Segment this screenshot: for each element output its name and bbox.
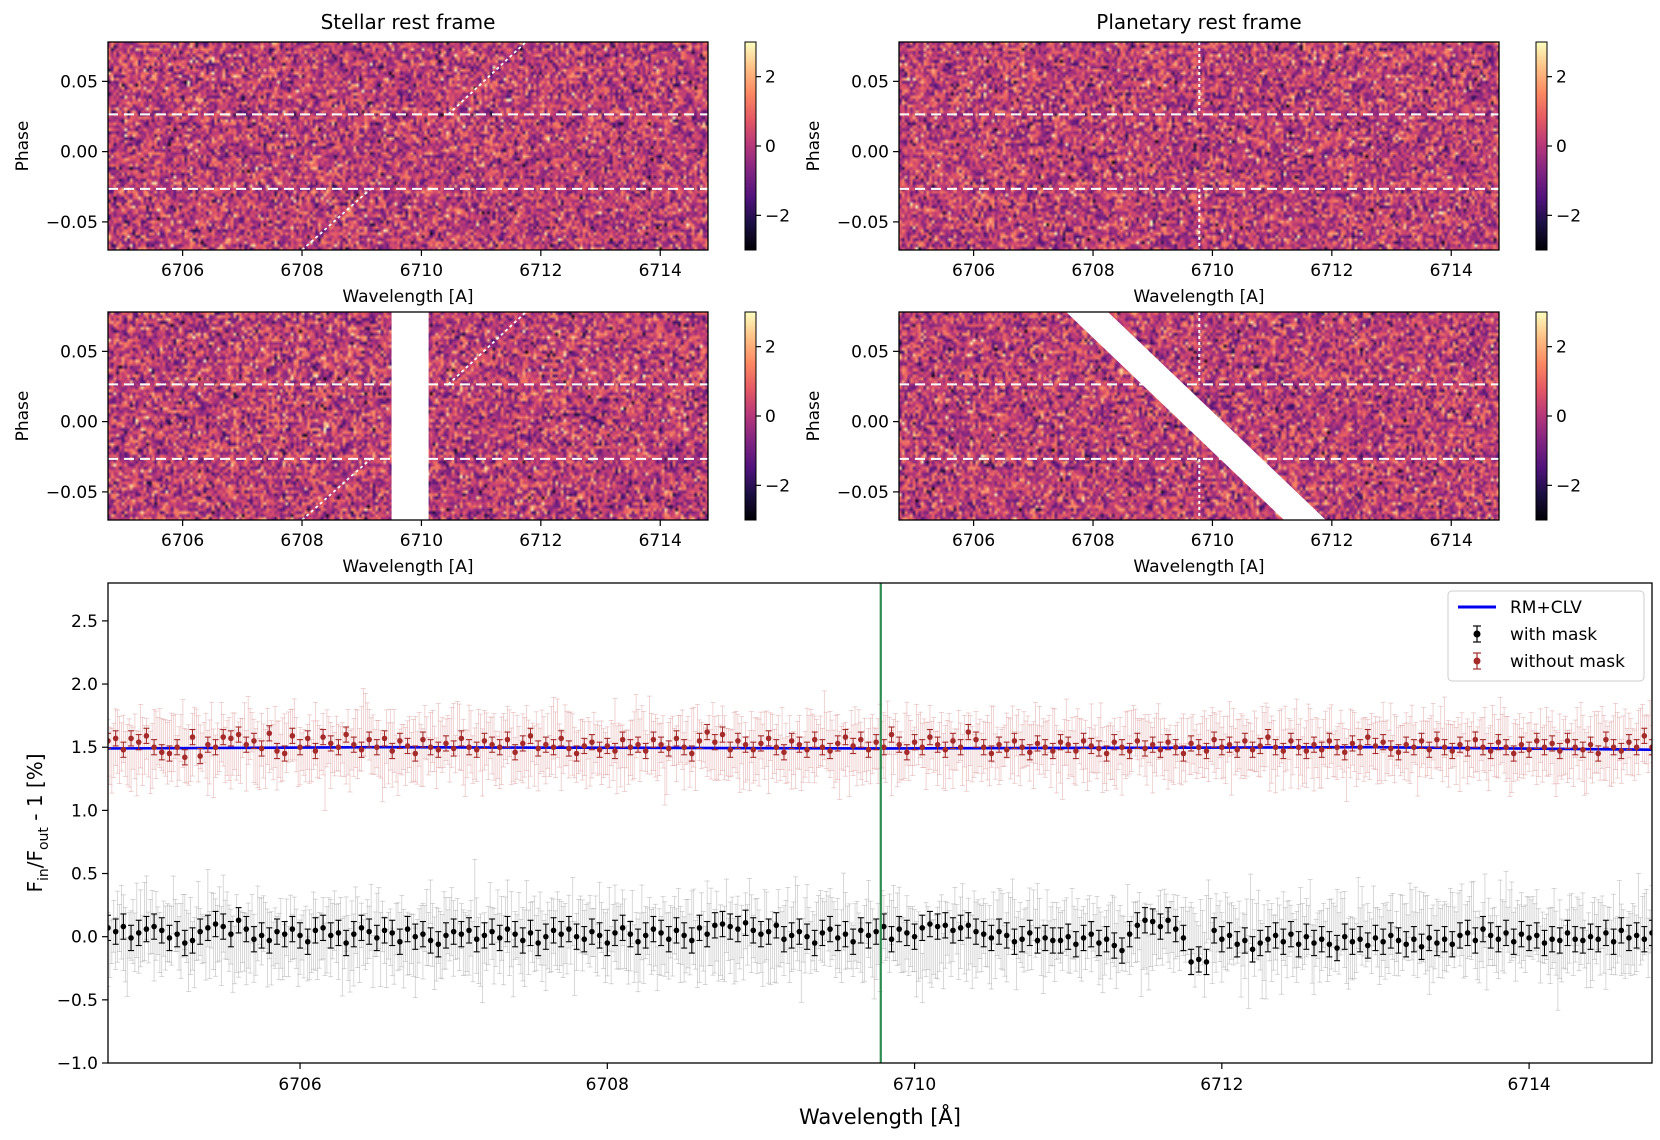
colorbar: 2 0 −2	[744, 41, 790, 251]
colorbar-tick-label: 0	[1556, 407, 1567, 427]
x-tick-label: 6708	[280, 261, 323, 281]
x-tick-label: 6714	[1430, 531, 1473, 551]
colorbar-tick-label: −2	[1556, 476, 1581, 496]
colorbar-gradient	[1535, 41, 1548, 251]
x-tick-label: 6706	[161, 531, 204, 551]
x-tick-label: 6712	[1310, 261, 1353, 281]
y-tick-label: 0.00	[60, 143, 98, 163]
colorbar-tick-label: 2	[1556, 338, 1567, 358]
y-tick-label: 0.00	[851, 143, 889, 163]
panel-title: Stellar rest frame	[321, 10, 496, 34]
y-axis-label: Phase	[804, 121, 824, 172]
plot-frame	[898, 41, 1500, 251]
plot-frame	[107, 311, 709, 521]
colorbar-tick-label: −2	[765, 476, 790, 496]
x-tick-label: 6706	[161, 261, 204, 281]
y-tick-label: 0.05	[851, 72, 889, 92]
heatmap-panel-stellar-rest-frame: Stellar rest frame 6706 6708 6710 6712 6714 …	[13, 10, 790, 307]
x-tick-label: 6710	[1191, 261, 1234, 281]
x-tick-label: 6706	[952, 261, 995, 281]
heatmap-panel-stellar-masked: 6706 6708 6710 6712 6714 0.05 0.00 −0.05 Wavel…	[13, 311, 790, 577]
y-tick-label: 0.05	[851, 342, 889, 362]
y-tick-label: 0.05	[60, 342, 98, 362]
x-tick-label: 6710	[400, 261, 443, 281]
colorbar-tick-label: 2	[1556, 68, 1567, 88]
y-tick-label: 0.00	[60, 413, 98, 433]
colorbar-tick-label: −2	[765, 206, 790, 226]
y-axis-label: Phase	[13, 391, 33, 442]
x-axis-label: Wavelength [A]	[342, 287, 473, 307]
y-tick-label: −0.05	[837, 483, 889, 503]
colorbar-tick-label: 0	[765, 137, 776, 157]
x-axis-label: Wavelength [A]	[1133, 287, 1264, 307]
colorbar: 2 0 −2	[1535, 41, 1581, 251]
x-tick-label: 6708	[1071, 531, 1114, 551]
colorbar-gradient	[1535, 311, 1548, 521]
y-tick-label: 0.05	[60, 72, 98, 92]
y-axis-label: Phase	[13, 121, 33, 172]
colorbar-tick-label: 0	[1556, 137, 1567, 157]
x-tick-label: 6714	[1430, 261, 1473, 281]
colorbar-gradient	[744, 41, 757, 251]
x-tick-label: 6714	[639, 531, 682, 551]
x-axis-label: Wavelength [A]	[1133, 557, 1264, 577]
x-tick-label: 6708	[1071, 261, 1114, 281]
x-tick-label: 6712	[519, 531, 562, 551]
x-tick-label: 6712	[519, 261, 562, 281]
x-tick-label: 6710	[400, 531, 443, 551]
masked-region	[1066, 312, 1326, 520]
colorbar: 2 0 −2	[1535, 311, 1581, 521]
x-tick-label: 6708	[280, 531, 323, 551]
y-axis-label: Phase	[804, 391, 824, 442]
heatmap-panel-planetary-rest-frame: Planetary rest frame 6706 6708 6710 6712 671…	[804, 10, 1581, 307]
series-without-mask	[108, 723, 1652, 766]
plot-content	[108, 583, 1652, 1063]
y-tick-label: −0.05	[46, 483, 98, 503]
colorbar-tick-label: 0	[765, 407, 776, 427]
faint-errorbar-with-mask-group	[108, 858, 1652, 1011]
transmission-spectrum-panel: 6706 6708 6710 6712 6714 −1.0−0.50.00.51.01.…	[23, 582, 1653, 1129]
heatmap-panel-planetary-masked: 6706 6708 6710 6712 6714 0.05 0.00 −0.05 Wavel…	[804, 311, 1581, 577]
x-tick-label: 6706	[952, 531, 995, 551]
colorbar-tick-label: 2	[765, 68, 776, 88]
x-tick-label: 6714	[639, 261, 682, 281]
colorbar-tick-label: −2	[1556, 206, 1581, 226]
y-tick-label: −0.05	[46, 213, 98, 233]
x-tick-label: 6712	[1310, 531, 1353, 551]
x-axis-label: Wavelength [A]	[342, 557, 473, 577]
plot-area	[108, 583, 1652, 1063]
colorbar-tick-label: 2	[765, 338, 776, 358]
data-point-without-mask	[112, 735, 119, 742]
heatmap-image	[108, 42, 708, 250]
colorbar-gradient	[744, 311, 757, 521]
data-point-without-mask	[120, 746, 127, 753]
plot-frame	[898, 311, 1500, 521]
plot-frame	[107, 41, 709, 251]
x-tick-label: 6710	[1191, 531, 1234, 551]
colorbar: 2 0 −2	[744, 311, 790, 521]
masked-region	[391, 312, 429, 520]
y-tick-label: −0.05	[837, 213, 889, 233]
data-point-without-mask	[108, 738, 111, 744]
y-tick-label: 0.00	[851, 413, 889, 433]
panel-title: Planetary rest frame	[1096, 10, 1301, 34]
